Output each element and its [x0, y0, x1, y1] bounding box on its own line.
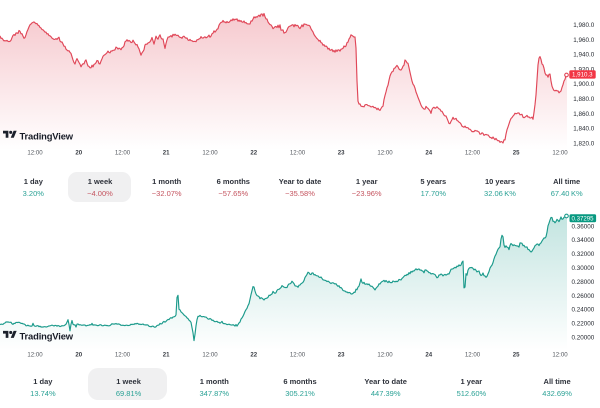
- svg-text:12:00: 12:00: [27, 352, 43, 359]
- svg-text:1,980.0: 1,980.0: [573, 22, 595, 29]
- svg-text:1,880.0: 1,880.0: [573, 96, 595, 103]
- svg-text:21: 21: [163, 352, 170, 359]
- svg-text:1,910.3: 1,910.3: [572, 71, 593, 78]
- svg-text:12:00: 12:00: [552, 352, 568, 359]
- svg-text:12:00: 12:00: [202, 352, 218, 359]
- svg-text:0.26000: 0.26000: [572, 293, 595, 300]
- svg-text:0.32000: 0.32000: [572, 251, 595, 258]
- svg-text:0.28000: 0.28000: [572, 279, 595, 286]
- svg-text:0.22000: 0.22000: [572, 321, 595, 328]
- svg-text:1,840.0: 1,840.0: [573, 126, 595, 133]
- svg-text:12:00: 12:00: [290, 150, 306, 157]
- svg-text:22: 22: [250, 352, 257, 359]
- svg-text:0.34000: 0.34000: [572, 237, 595, 244]
- svg-text:12:00: 12:00: [465, 150, 481, 157]
- svg-text:TradingView: TradingView: [20, 330, 74, 341]
- svg-text:0.24000: 0.24000: [572, 307, 595, 314]
- svg-text:20: 20: [75, 352, 82, 359]
- svg-text:25: 25: [513, 150, 520, 157]
- svg-text:22: 22: [250, 150, 257, 157]
- svg-text:0.30000: 0.30000: [572, 265, 595, 272]
- svg-text:12:00: 12:00: [377, 150, 393, 157]
- svg-text:21: 21: [163, 150, 170, 157]
- svg-text:12:00: 12:00: [115, 352, 131, 359]
- svg-text:12:00: 12:00: [290, 352, 306, 359]
- svg-text:1,900.0: 1,900.0: [573, 81, 595, 88]
- svg-text:0.20000: 0.20000: [572, 335, 595, 342]
- svg-text:12:00: 12:00: [552, 150, 568, 157]
- svg-text:20: 20: [75, 150, 82, 157]
- svg-text:12:00: 12:00: [115, 150, 131, 157]
- svg-text:0.36000: 0.36000: [572, 223, 595, 230]
- svg-text:12:00: 12:00: [377, 352, 393, 359]
- svg-text:TradingView: TradingView: [20, 130, 74, 141]
- svg-text:23: 23: [338, 150, 345, 157]
- svg-text:0.37295: 0.37295: [571, 215, 594, 222]
- svg-text:24: 24: [425, 352, 432, 359]
- svg-text:1,940.0: 1,940.0: [573, 52, 595, 59]
- svg-text:23: 23: [338, 352, 345, 359]
- svg-text:1,920.0: 1,920.0: [573, 66, 595, 73]
- svg-text:25: 25: [513, 352, 520, 359]
- svg-text:12:00: 12:00: [465, 352, 481, 359]
- svg-text:12:00: 12:00: [202, 150, 218, 157]
- svg-text:1,860.0: 1,860.0: [573, 111, 595, 118]
- svg-text:12:00: 12:00: [27, 150, 43, 157]
- svg-text:1,820.0: 1,820.0: [573, 140, 595, 147]
- svg-text:24: 24: [425, 150, 432, 157]
- svg-text:1,960.0: 1,960.0: [573, 37, 595, 44]
